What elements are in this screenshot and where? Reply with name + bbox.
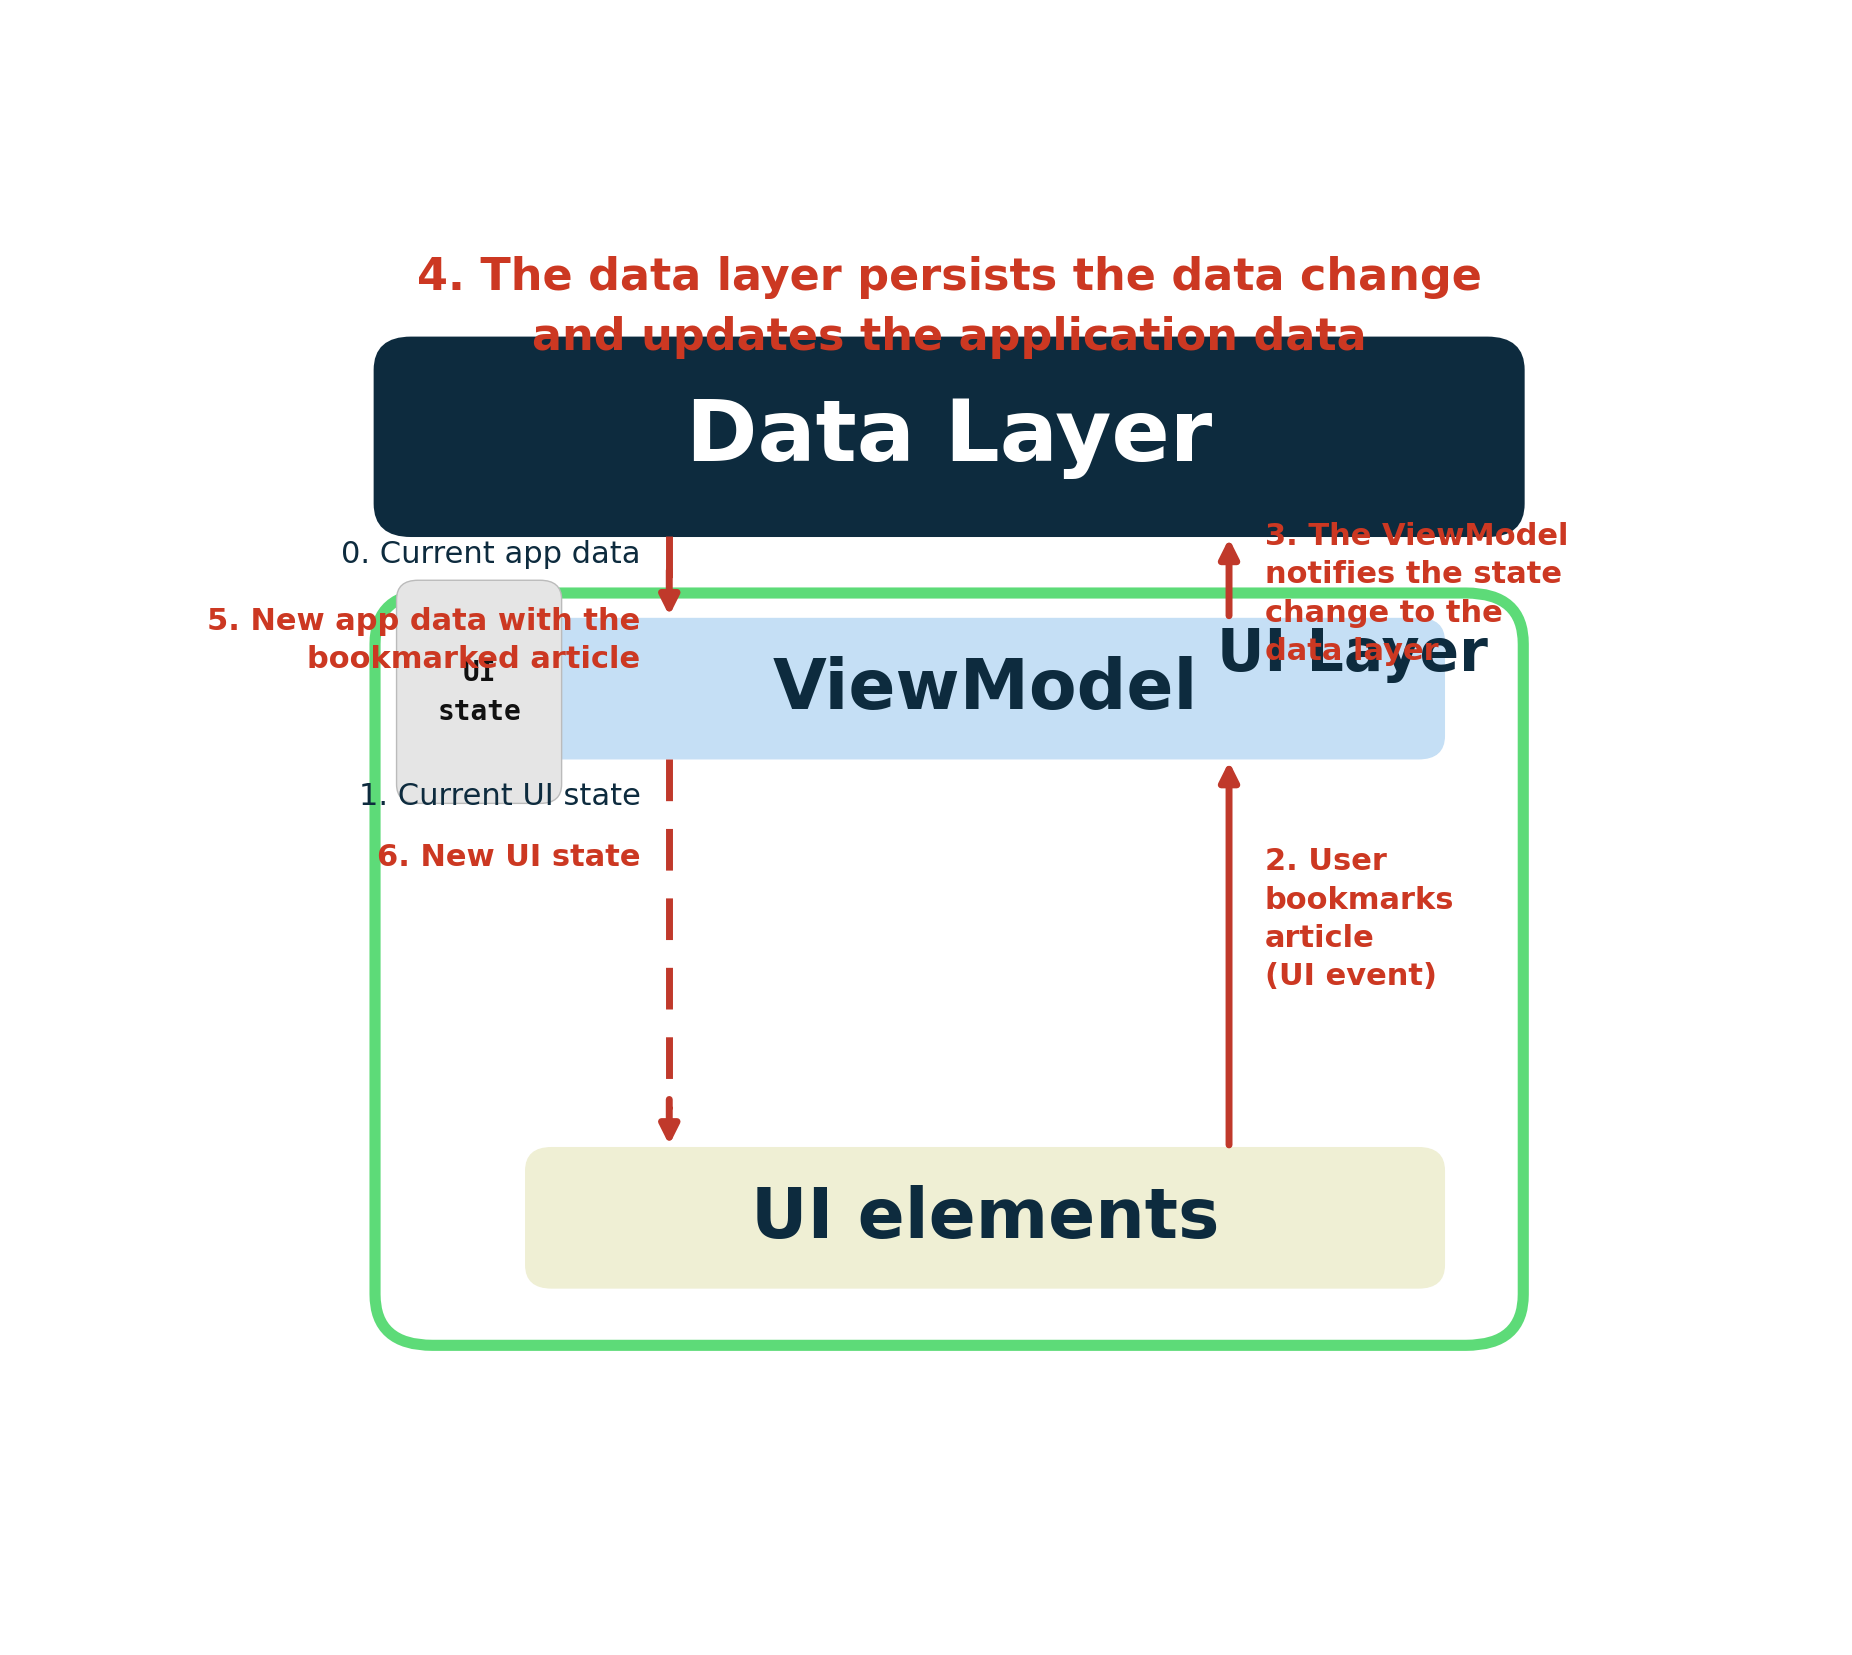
Text: 3. The ViewModel
notifies the state
change to the
data layer: 3. The ViewModel notifies the state chan… — [1265, 521, 1569, 665]
FancyBboxPatch shape — [526, 1149, 1445, 1288]
FancyBboxPatch shape — [526, 619, 1445, 760]
Text: 0. Current app data: 0. Current app data — [341, 540, 641, 568]
FancyBboxPatch shape — [396, 581, 561, 804]
Text: 2. User
bookmarks
article
(UI event): 2. User bookmarks article (UI event) — [1265, 847, 1454, 990]
Text: 6. New UI state: 6. New UI state — [378, 842, 641, 871]
Text: UI
state: UI state — [437, 659, 520, 727]
FancyBboxPatch shape — [374, 594, 1522, 1346]
Text: UI Layer: UI Layer — [1217, 626, 1487, 682]
Text: 1. Current UI state: 1. Current UI state — [359, 781, 641, 811]
Text: UI elements: UI elements — [750, 1185, 1219, 1251]
Text: ViewModel: ViewModel — [772, 655, 1198, 723]
Text: 5. New app data with the
bookmarked article: 5. New app data with the bookmarked arti… — [207, 606, 641, 674]
FancyBboxPatch shape — [374, 339, 1522, 536]
Text: 4. The data layer persists the data change
and updates the application data: 4. The data layer persists the data chan… — [417, 257, 1482, 359]
Text: Data Layer: Data Layer — [685, 396, 1213, 478]
